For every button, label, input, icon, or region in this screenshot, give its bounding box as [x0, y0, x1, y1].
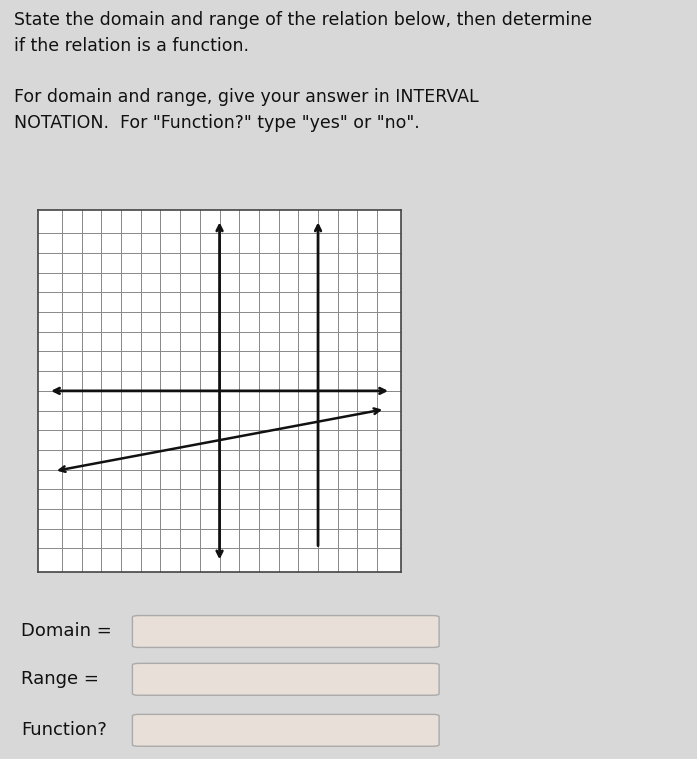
FancyBboxPatch shape [132, 616, 439, 647]
Text: Function?: Function? [21, 721, 107, 739]
FancyBboxPatch shape [132, 663, 439, 695]
Text: Domain =: Domain = [21, 622, 112, 641]
FancyBboxPatch shape [132, 714, 439, 746]
Text: Range =: Range = [21, 670, 99, 688]
Text: State the domain and range of the relation below, then determine
if the relation: State the domain and range of the relati… [14, 11, 592, 132]
